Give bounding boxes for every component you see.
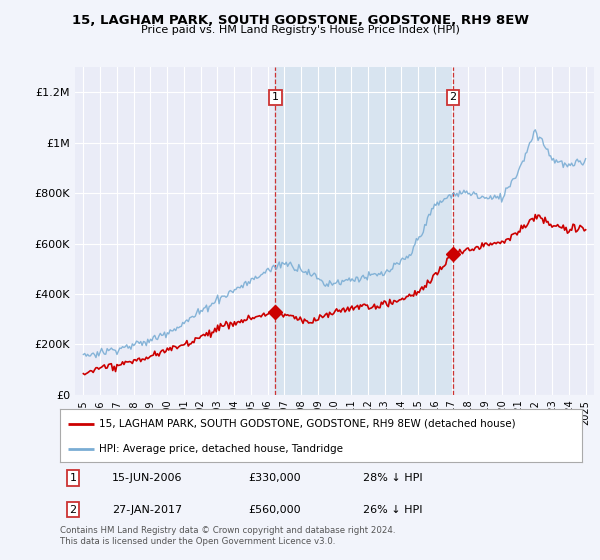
Text: Price paid vs. HM Land Registry's House Price Index (HPI): Price paid vs. HM Land Registry's House … [140, 25, 460, 35]
Text: 27-JAN-2017: 27-JAN-2017 [112, 505, 182, 515]
Text: 28% ↓ HPI: 28% ↓ HPI [363, 473, 422, 483]
Text: 1: 1 [70, 473, 77, 483]
Text: HPI: Average price, detached house, Tandridge: HPI: Average price, detached house, Tand… [99, 444, 343, 454]
Text: 1: 1 [272, 92, 279, 102]
Text: 15, LAGHAM PARK, SOUTH GODSTONE, GODSTONE, RH9 8EW (detached house): 15, LAGHAM PARK, SOUTH GODSTONE, GODSTON… [99, 419, 516, 429]
Bar [275, 67, 453, 395]
Text: 15-JUN-2006: 15-JUN-2006 [112, 473, 182, 483]
Text: £560,000: £560,000 [248, 505, 301, 515]
Text: £330,000: £330,000 [248, 473, 301, 483]
Text: 2: 2 [70, 505, 77, 515]
Text: Contains HM Land Registry data © Crown copyright and database right 2024.
This d: Contains HM Land Registry data © Crown c… [60, 526, 395, 546]
Text: 15, LAGHAM PARK, SOUTH GODSTONE, GODSTONE, RH9 8EW: 15, LAGHAM PARK, SOUTH GODSTONE, GODSTON… [71, 14, 529, 27]
Text: 2: 2 [449, 92, 457, 102]
Text: 26% ↓ HPI: 26% ↓ HPI [363, 505, 422, 515]
